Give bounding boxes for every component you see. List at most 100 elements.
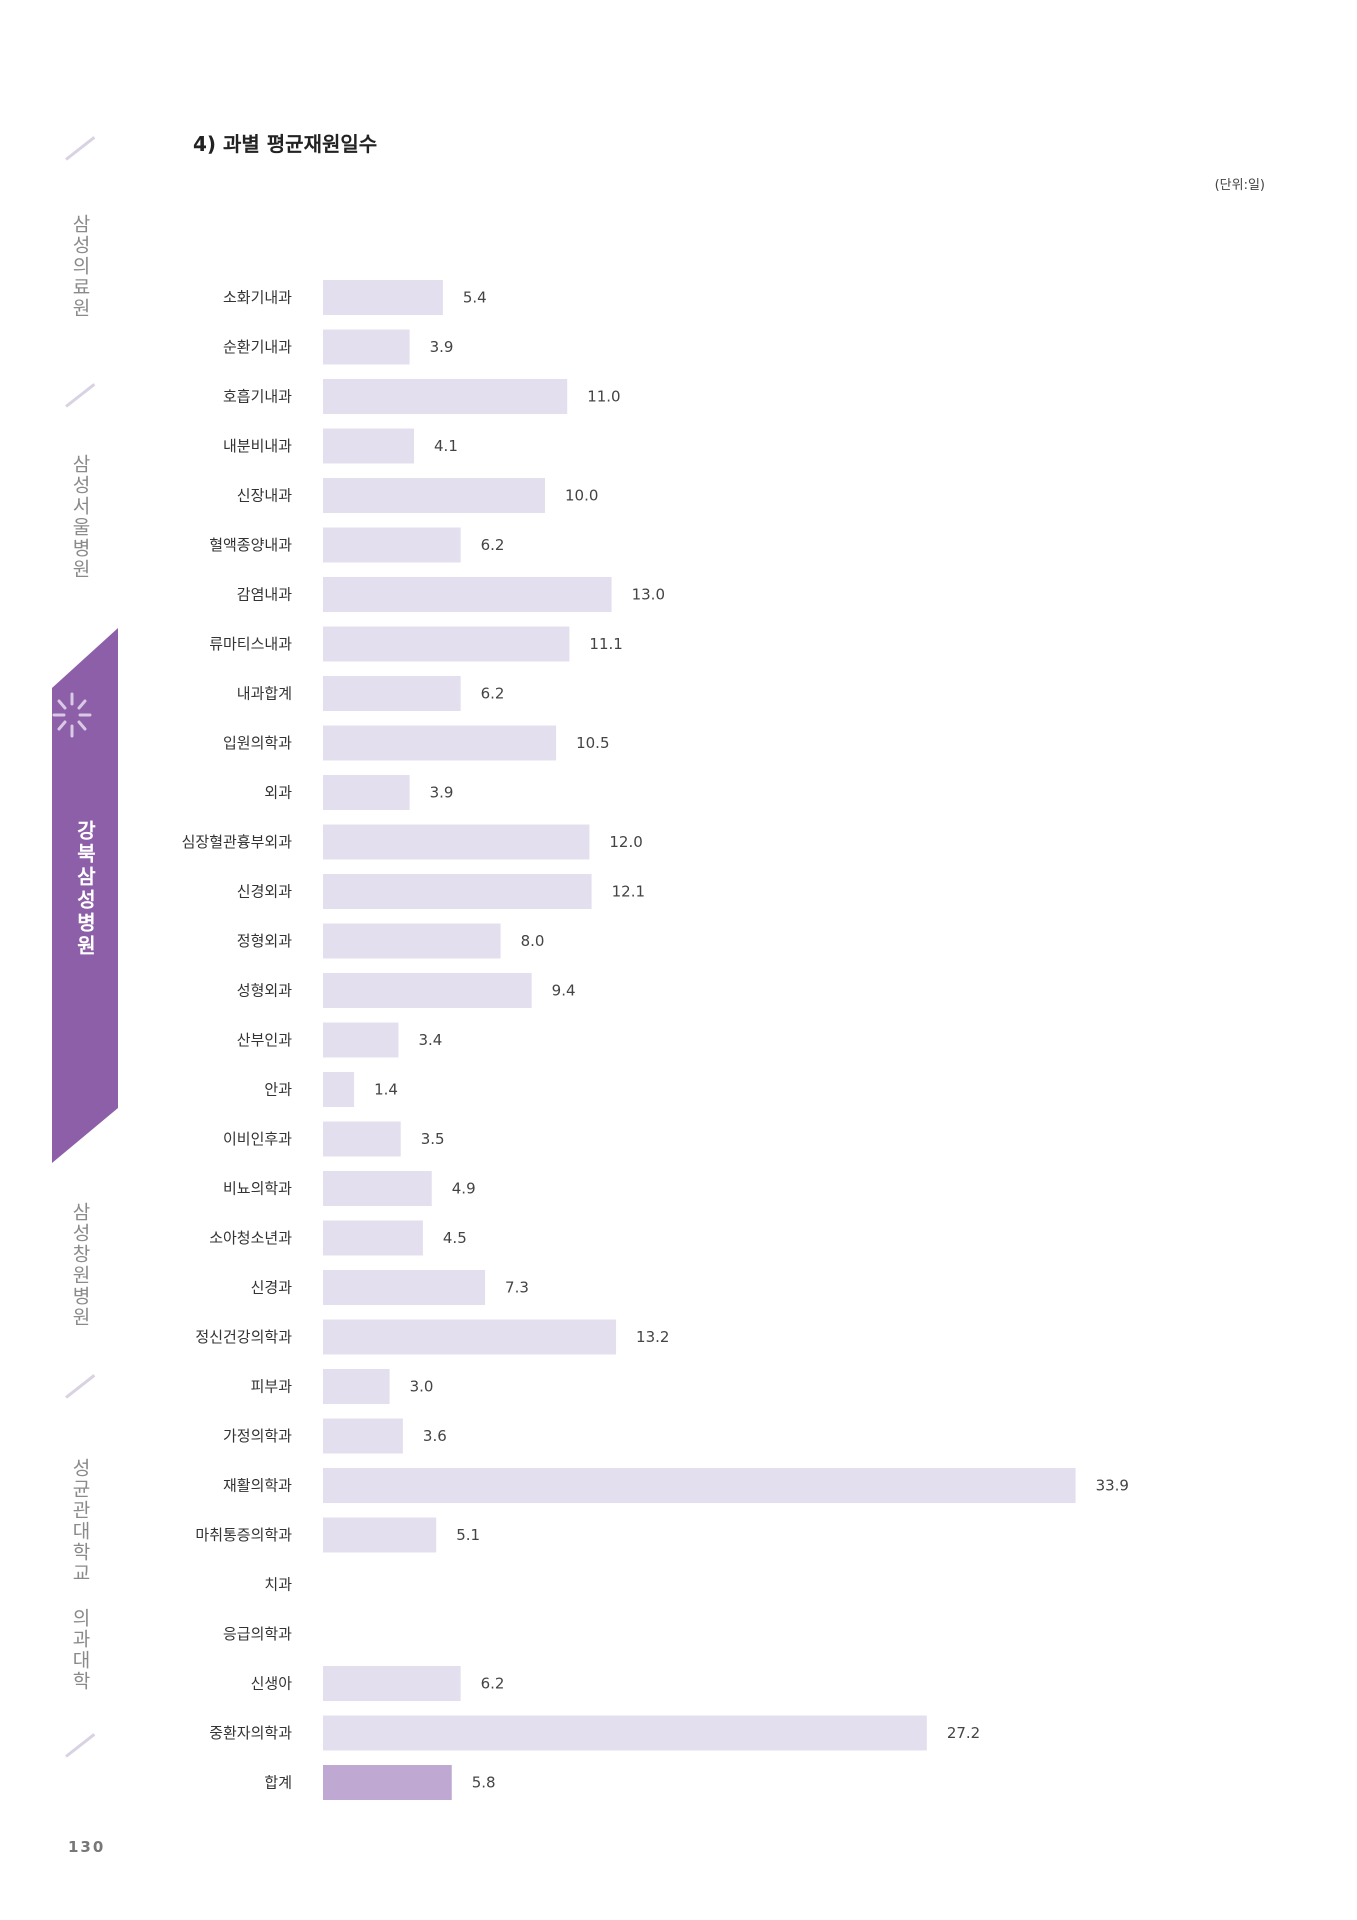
category-label: 신경과 xyxy=(251,1279,293,1297)
bar xyxy=(323,1121,401,1157)
category-label: 입원의학과 xyxy=(223,734,292,752)
category-label: 소화기내과 xyxy=(223,289,292,307)
data-label: 1.4 xyxy=(374,1081,398,1099)
category-label: 비뇨의학과 xyxy=(223,1180,292,1198)
category-label: 감염내과 xyxy=(237,586,292,604)
data-label: 3.5 xyxy=(421,1130,445,1148)
bar xyxy=(323,676,461,711)
category-label: 신경외과 xyxy=(237,883,292,901)
category-label: 순환기내과 xyxy=(223,338,292,356)
category-label: 내분비내과 xyxy=(223,437,292,455)
bar xyxy=(323,824,590,860)
bar xyxy=(323,428,415,464)
category-label: 류마티스내과 xyxy=(209,635,292,653)
data-label: 4.9 xyxy=(452,1180,476,1198)
data-label: 3.4 xyxy=(418,1031,442,1049)
category-label: 내과합계 xyxy=(237,685,292,703)
category-label: 신장내과 xyxy=(237,487,292,505)
category-label: 호흡기내과 xyxy=(223,388,292,406)
bar xyxy=(323,1072,355,1107)
category-label: 피부과 xyxy=(251,1378,293,1396)
bar xyxy=(323,1319,617,1355)
data-label: 4.1 xyxy=(434,437,458,455)
category-label: 혈액종양내과 xyxy=(209,536,292,554)
data-label: 33.9 xyxy=(1096,1477,1129,1495)
data-label: 13.0 xyxy=(632,586,665,604)
bar xyxy=(323,1369,390,1404)
category-label: 안과 xyxy=(264,1081,292,1099)
bar xyxy=(323,725,557,761)
category-label: 심장혈관흉부외과 xyxy=(182,833,293,851)
data-label: 3.9 xyxy=(430,784,454,802)
data-label: 3.0 xyxy=(410,1378,434,1396)
category-label: 산부인과 xyxy=(237,1031,292,1049)
bar xyxy=(323,973,532,1008)
data-label: 4.5 xyxy=(443,1229,467,1247)
bar xyxy=(323,329,410,365)
sidebar-item-skku-medicine[interactable]: 성균관대학교 의과대학 xyxy=(69,1458,91,1692)
data-label: 7.3 xyxy=(505,1279,529,1297)
data-label: 10.0 xyxy=(565,487,598,505)
sidebar-item-samsung-seoul-hospital[interactable]: 삼성서울병원 xyxy=(69,454,91,580)
bar xyxy=(323,527,461,563)
data-label: 6.2 xyxy=(481,1675,505,1693)
category-label: 재활의학과 xyxy=(223,1477,292,1495)
category-label: 합계 xyxy=(264,1774,292,1792)
bar xyxy=(323,577,612,612)
bar xyxy=(323,1715,927,1751)
bar xyxy=(323,1220,423,1256)
category-label: 소아청소년과 xyxy=(209,1229,292,1247)
category-label: 정신건강의학과 xyxy=(195,1328,292,1346)
bar xyxy=(323,280,443,315)
bar xyxy=(323,1022,399,1058)
bar xyxy=(323,1517,437,1553)
data-label: 3.6 xyxy=(423,1427,447,1445)
bar xyxy=(323,1171,432,1206)
data-label: 3.9 xyxy=(430,338,454,356)
sidebar-active-tab-background xyxy=(52,628,118,1163)
unit-label: (단위:일) xyxy=(1214,178,1265,193)
bar xyxy=(323,1468,1076,1503)
category-label: 이비인후과 xyxy=(223,1130,292,1148)
category-label: 중환자의학과 xyxy=(209,1724,292,1742)
bar xyxy=(323,1765,452,1800)
bar xyxy=(323,923,501,959)
bar xyxy=(323,626,570,662)
data-label: 13.2 xyxy=(636,1328,669,1346)
bar xyxy=(323,379,568,414)
sidebar-item-kangbuk-samsung-hospital[interactable]: 강북삼성병원 xyxy=(73,820,97,958)
data-label: 27.2 xyxy=(947,1724,980,1742)
data-label: 11.0 xyxy=(587,388,620,406)
data-label: 9.4 xyxy=(552,982,576,1000)
category-label: 정형외과 xyxy=(237,932,292,950)
category-label: 치과 xyxy=(264,1576,292,1594)
data-label: 12.0 xyxy=(609,833,642,851)
category-label: 외과 xyxy=(264,784,292,802)
data-label: 12.1 xyxy=(612,883,645,901)
data-label: 6.2 xyxy=(481,536,505,554)
sidebar-item-samsung-changwon-hospital[interactable]: 삼성창원병원 xyxy=(69,1202,91,1328)
data-label: 8.0 xyxy=(521,932,545,950)
bar xyxy=(323,478,545,513)
category-label: 마취통증의학과 xyxy=(195,1526,292,1544)
data-label: 5.4 xyxy=(463,289,487,307)
data-label: 5.8 xyxy=(472,1774,496,1792)
category-label: 가정의학과 xyxy=(223,1427,292,1445)
bar xyxy=(323,1270,486,1305)
category-label: 신생아 xyxy=(251,1675,293,1693)
sunburst-icon xyxy=(52,692,92,738)
category-label: 성형외과 xyxy=(237,982,292,1000)
data-label: 10.5 xyxy=(576,734,609,752)
data-label: 11.1 xyxy=(589,635,622,653)
chart-title: 4) 과별 평균재원일수 xyxy=(193,132,378,156)
sidebar-item-samsung-medical-center[interactable]: 삼성의료원 xyxy=(69,214,91,319)
bar xyxy=(323,1418,403,1454)
data-label: 5.1 xyxy=(456,1526,480,1544)
bar xyxy=(323,775,410,810)
data-label: 6.2 xyxy=(481,685,505,703)
category-label: 응급의학과 xyxy=(223,1625,292,1643)
bar xyxy=(323,1666,461,1701)
bar xyxy=(323,874,592,909)
page-number: 130 xyxy=(68,1838,106,1856)
